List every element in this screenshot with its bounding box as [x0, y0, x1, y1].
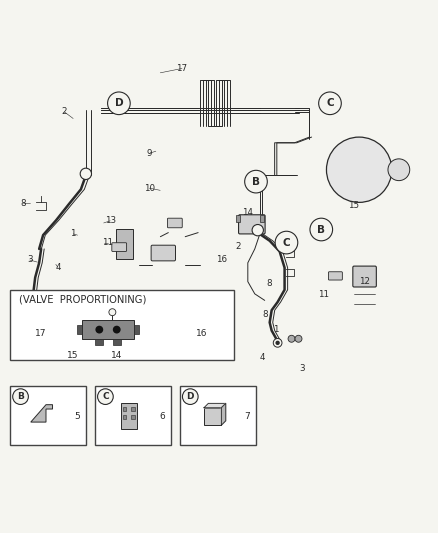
Text: D: D: [115, 98, 123, 108]
Text: C: C: [326, 98, 334, 108]
Text: 9: 9: [147, 149, 152, 158]
Text: 13: 13: [105, 216, 116, 225]
Circle shape: [49, 321, 57, 328]
FancyBboxPatch shape: [134, 325, 139, 334]
Circle shape: [295, 335, 302, 342]
Text: 16: 16: [215, 255, 227, 264]
Circle shape: [109, 309, 116, 316]
FancyBboxPatch shape: [123, 415, 126, 419]
FancyBboxPatch shape: [151, 245, 176, 261]
Text: 14: 14: [111, 351, 122, 360]
Text: 3: 3: [27, 255, 32, 264]
Circle shape: [252, 224, 263, 236]
Circle shape: [245, 171, 267, 193]
FancyBboxPatch shape: [353, 266, 376, 287]
Text: 15: 15: [67, 351, 79, 360]
Circle shape: [98, 389, 113, 405]
Circle shape: [108, 92, 130, 115]
Polygon shape: [221, 403, 226, 425]
Circle shape: [56, 321, 63, 328]
FancyBboxPatch shape: [180, 386, 256, 445]
Circle shape: [35, 326, 43, 335]
FancyBboxPatch shape: [328, 272, 343, 280]
Text: 5: 5: [74, 412, 81, 421]
Circle shape: [183, 389, 198, 405]
Text: 11: 11: [102, 238, 113, 247]
Text: 3: 3: [299, 364, 304, 373]
Text: D: D: [187, 392, 194, 401]
Circle shape: [388, 159, 410, 181]
FancyBboxPatch shape: [112, 243, 127, 252]
FancyBboxPatch shape: [77, 325, 82, 334]
FancyBboxPatch shape: [10, 290, 234, 360]
FancyBboxPatch shape: [95, 386, 171, 445]
Text: 11: 11: [318, 290, 329, 300]
Text: C: C: [102, 392, 109, 401]
Polygon shape: [31, 405, 53, 422]
Circle shape: [273, 338, 282, 347]
Text: 14: 14: [242, 207, 253, 216]
Text: 16: 16: [196, 329, 207, 338]
Text: B: B: [317, 224, 325, 235]
Circle shape: [113, 326, 120, 334]
Circle shape: [275, 231, 298, 254]
FancyBboxPatch shape: [260, 215, 264, 222]
Text: 10: 10: [144, 184, 155, 192]
Circle shape: [326, 137, 392, 203]
Text: 8: 8: [266, 279, 272, 288]
Polygon shape: [204, 403, 226, 408]
Text: 1: 1: [273, 325, 278, 334]
Circle shape: [37, 328, 41, 333]
FancyBboxPatch shape: [239, 215, 265, 234]
FancyBboxPatch shape: [10, 386, 86, 445]
Text: C: C: [283, 238, 290, 247]
Text: 6: 6: [159, 412, 165, 421]
Circle shape: [80, 168, 92, 180]
Text: 8: 8: [262, 310, 268, 319]
Text: 4: 4: [55, 263, 61, 272]
FancyBboxPatch shape: [167, 218, 182, 228]
FancyBboxPatch shape: [123, 407, 126, 411]
Text: 15: 15: [348, 201, 360, 210]
Circle shape: [276, 341, 280, 345]
Circle shape: [95, 326, 103, 334]
Text: 2: 2: [236, 243, 241, 252]
Text: 7: 7: [244, 412, 250, 421]
FancyBboxPatch shape: [82, 320, 134, 339]
Text: 17: 17: [177, 64, 187, 73]
FancyBboxPatch shape: [237, 215, 240, 222]
Text: 12: 12: [359, 277, 370, 286]
Circle shape: [288, 335, 295, 342]
FancyBboxPatch shape: [113, 339, 120, 345]
FancyBboxPatch shape: [131, 415, 135, 419]
Text: 8: 8: [20, 199, 26, 208]
Text: B: B: [252, 176, 260, 187]
FancyBboxPatch shape: [204, 408, 221, 425]
Text: 17: 17: [35, 329, 46, 338]
Text: 4: 4: [260, 353, 265, 362]
Circle shape: [310, 218, 332, 241]
Polygon shape: [116, 229, 133, 259]
Text: 2: 2: [62, 108, 67, 117]
Text: (VALVE  PROPORTIONING): (VALVE PROPORTIONING): [19, 295, 146, 305]
FancyBboxPatch shape: [131, 407, 135, 411]
Circle shape: [13, 389, 28, 405]
Circle shape: [319, 92, 341, 115]
FancyBboxPatch shape: [95, 339, 103, 345]
FancyBboxPatch shape: [121, 402, 137, 429]
Text: 1: 1: [71, 229, 76, 238]
Text: B: B: [17, 392, 24, 401]
